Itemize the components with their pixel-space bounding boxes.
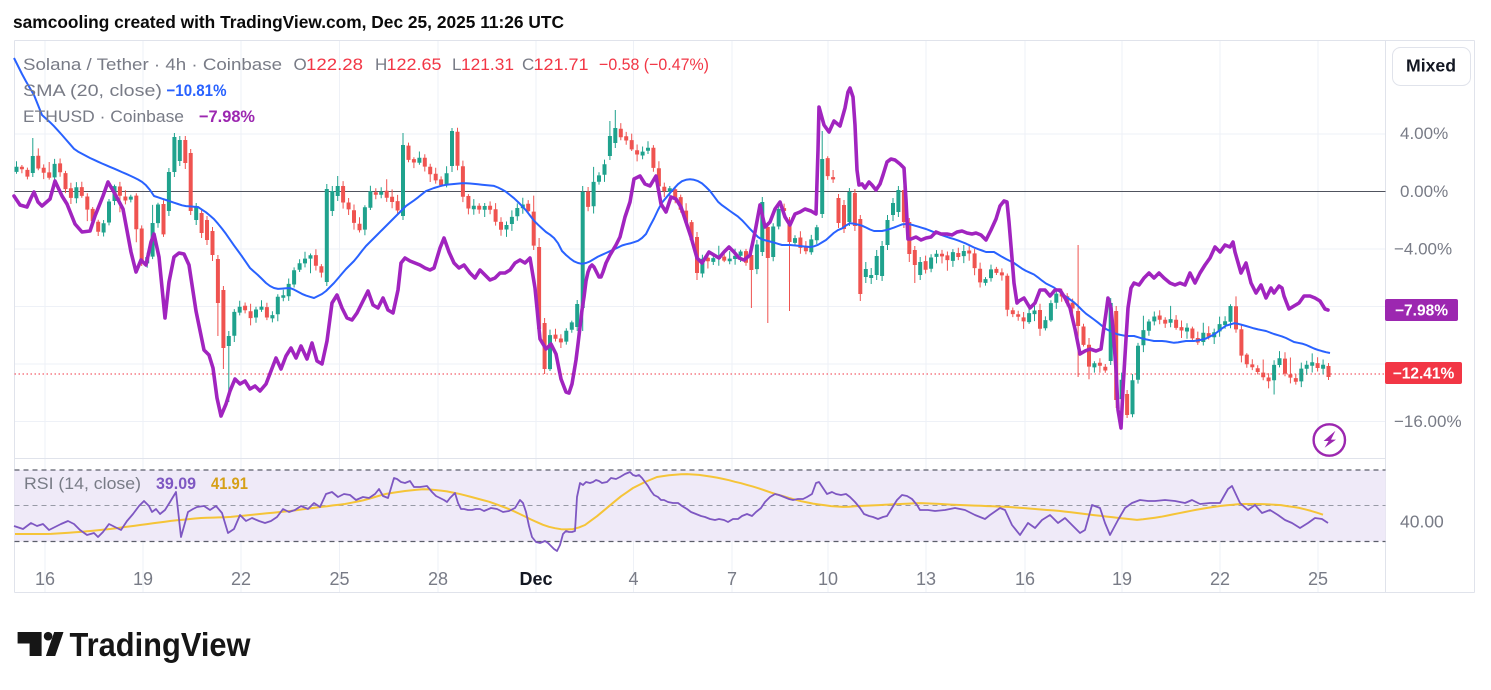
svg-text:122.28: 122.28 <box>306 55 363 74</box>
svg-text:7: 7 <box>727 569 737 589</box>
svg-text:−7.98%: −7.98% <box>1395 303 1448 320</box>
svg-text:16: 16 <box>1015 569 1035 589</box>
svg-text:−16.00%: −16.00% <box>1394 412 1462 431</box>
svg-text:C: C <box>522 55 534 74</box>
svg-text:O: O <box>294 55 307 74</box>
svg-text:RSI (14, close): RSI (14, close) <box>24 474 141 493</box>
svg-text:H: H <box>375 55 387 74</box>
svg-text:ETHUSD · Coinbase: ETHUSD · Coinbase <box>23 107 184 126</box>
svg-text:samcooling created with Tradin: samcooling created with TradingView.com,… <box>13 12 564 32</box>
svg-text:SMA (20, close): SMA (20, close) <box>23 81 162 100</box>
svg-text:122.65: 122.65 <box>387 55 442 74</box>
svg-text:Dec: Dec <box>519 569 552 589</box>
svg-text:−7.98%: −7.98% <box>199 107 255 126</box>
svg-text:Mixed: Mixed <box>1406 56 1456 76</box>
svg-text:19: 19 <box>1112 569 1132 589</box>
svg-text:16: 16 <box>35 569 55 589</box>
svg-text:22: 22 <box>1210 569 1230 589</box>
svg-text:−12.41%: −12.41% <box>1393 366 1455 383</box>
svg-text:121.71: 121.71 <box>534 55 589 74</box>
svg-text:4.00%: 4.00% <box>1400 124 1448 143</box>
svg-text:−0.58 (−0.47%): −0.58 (−0.47%) <box>599 55 709 74</box>
svg-text:L: L <box>452 55 461 74</box>
svg-text:39.09: 39.09 <box>156 474 196 493</box>
svg-text:28: 28 <box>428 569 448 589</box>
svg-text:4: 4 <box>628 569 638 589</box>
svg-text:Solana / Tether · 4h · Coinbas: Solana / Tether · 4h · Coinbase <box>23 55 282 74</box>
svg-text:13: 13 <box>916 569 936 589</box>
svg-text:25: 25 <box>329 569 349 589</box>
svg-text:25: 25 <box>1308 569 1328 589</box>
svg-text:22: 22 <box>231 569 251 589</box>
svg-text:0.00%: 0.00% <box>1400 182 1448 201</box>
svg-text:40.00: 40.00 <box>1400 512 1444 532</box>
svg-text:19: 19 <box>133 569 153 589</box>
svg-text:−4.00%: −4.00% <box>1394 240 1452 259</box>
svg-text:TradingView: TradingView <box>70 627 252 664</box>
svg-text:10: 10 <box>818 569 838 589</box>
svg-text:41.91: 41.91 <box>211 474 248 493</box>
svg-text:−10.81%: −10.81% <box>167 81 227 100</box>
svg-text:121.31: 121.31 <box>461 55 514 74</box>
